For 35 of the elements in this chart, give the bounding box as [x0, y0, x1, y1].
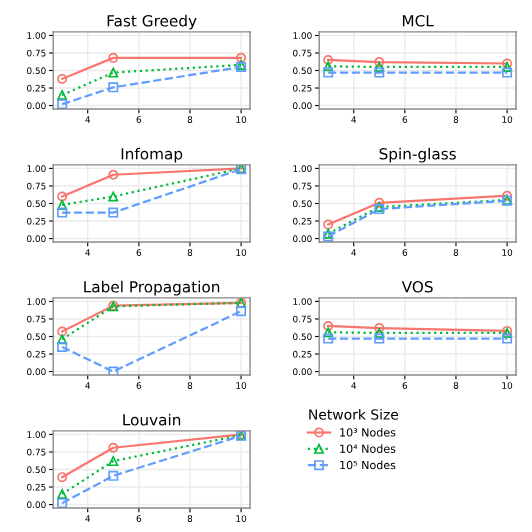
point: [108, 82, 119, 93]
point: [323, 333, 334, 344]
point: [323, 320, 334, 331]
point: [57, 99, 68, 110]
point: [108, 366, 119, 376]
point: [57, 334, 68, 345]
point: [108, 470, 119, 481]
point: [57, 90, 68, 101]
point: [57, 199, 68, 210]
point: [108, 442, 119, 453]
point: [108, 52, 119, 63]
point: [374, 67, 385, 78]
point: [323, 61, 334, 72]
point: [57, 498, 68, 509]
point: [57, 326, 68, 337]
point: [374, 333, 385, 344]
point: [57, 73, 68, 84]
point: [57, 191, 68, 202]
point: [108, 207, 119, 218]
point: [502, 333, 513, 344]
point: [323, 54, 334, 65]
point: [236, 52, 247, 63]
point: [323, 67, 334, 78]
point: [323, 219, 334, 230]
point: [108, 169, 119, 180]
point: [502, 67, 513, 78]
point: [236, 306, 247, 317]
point: [108, 456, 119, 467]
point: [57, 472, 68, 483]
point: [323, 327, 334, 338]
point: [57, 207, 68, 218]
point: [57, 489, 68, 500]
point: [57, 342, 68, 353]
point: [108, 67, 119, 78]
point: [108, 191, 119, 202]
